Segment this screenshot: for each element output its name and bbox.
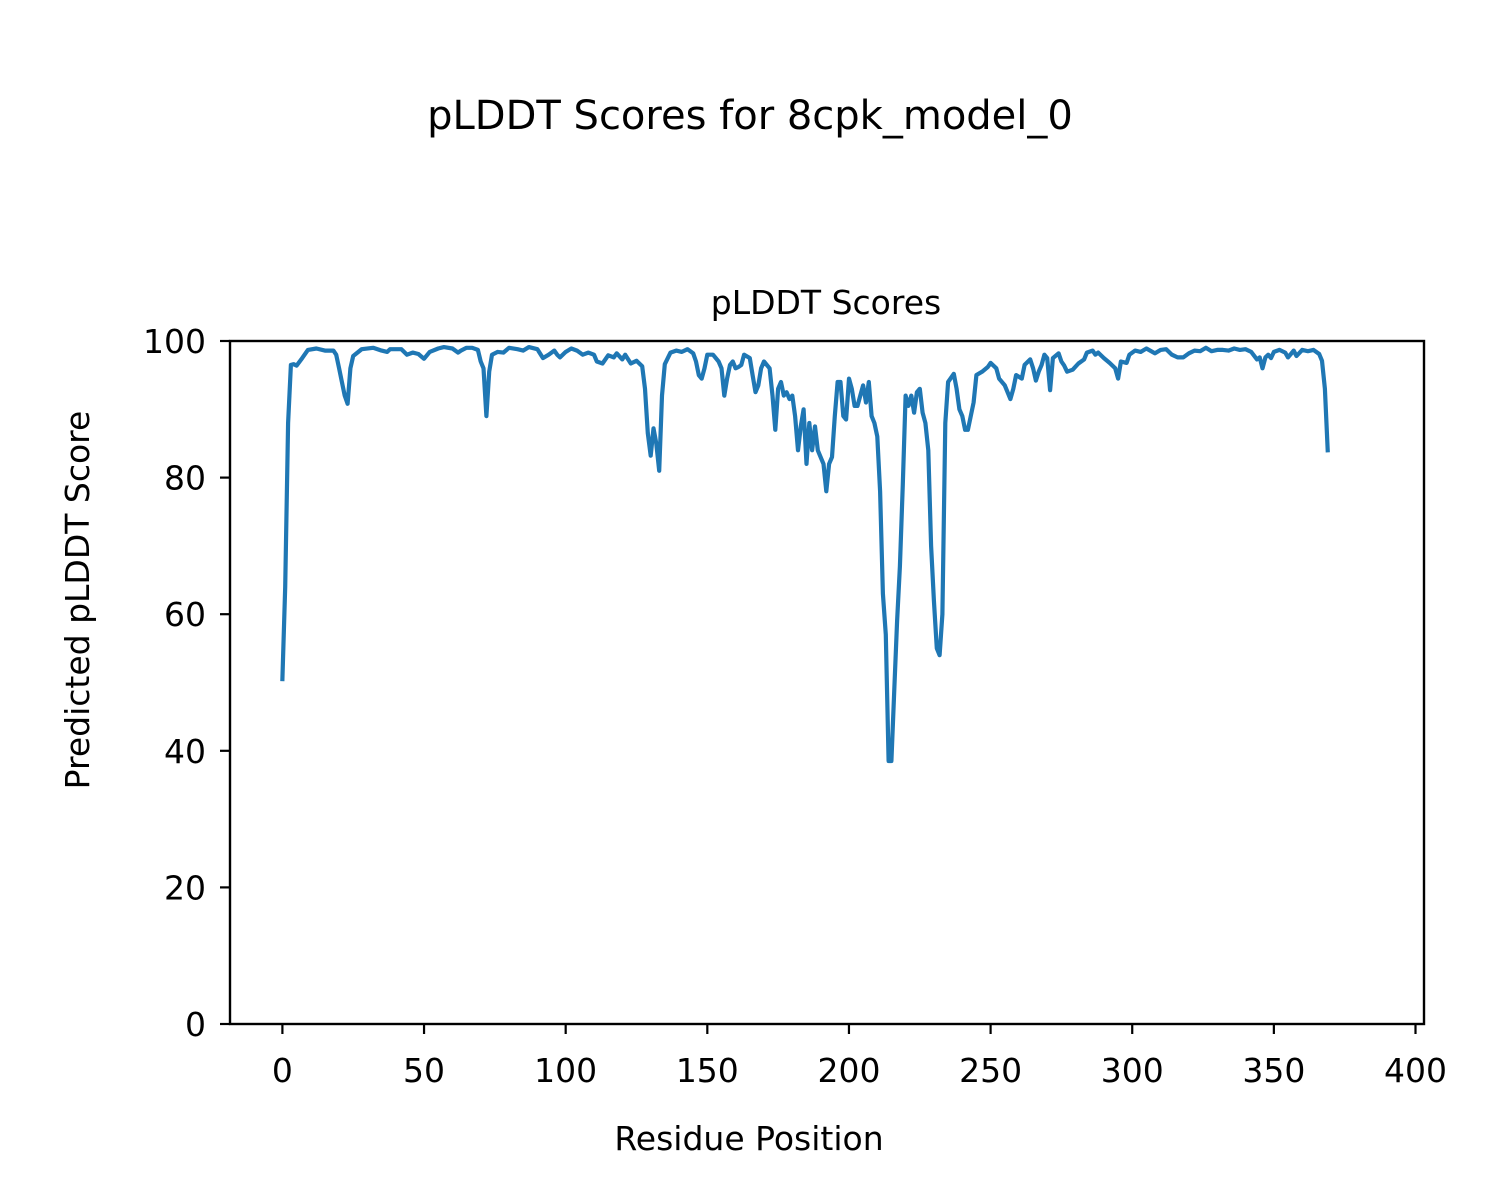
- y-axis: 0 20 40 60 80 100: [143, 322, 230, 1044]
- x-tick-label: 250: [959, 1051, 1022, 1090]
- x-tick-label: 0: [272, 1051, 293, 1090]
- y-tick-label: 80: [164, 459, 206, 498]
- y-tick-label: 40: [164, 732, 206, 771]
- x-tick-label: 400: [1384, 1051, 1447, 1090]
- x-tick-label: 200: [817, 1051, 880, 1090]
- y-tick-label: 100: [143, 322, 206, 361]
- chart-title: pLDDT Scores: [711, 283, 941, 322]
- series-line-plddt: [280, 345, 1330, 764]
- x-tick-label: 150: [676, 1051, 739, 1090]
- y-axis-label: Predicted pLDDT Score: [58, 411, 97, 790]
- x-tick-label: 50: [403, 1051, 445, 1090]
- plot-area: [228, 339, 1426, 1026]
- x-tick-label: 300: [1101, 1051, 1164, 1090]
- y-tick-label: 20: [164, 868, 206, 907]
- x-axis-label: Residue Position: [614, 1119, 883, 1158]
- y-tick-label: 0: [185, 1005, 206, 1044]
- x-tick-label: 350: [1242, 1051, 1305, 1090]
- y-tick-label: 60: [164, 595, 206, 634]
- plot-frame: [228, 339, 1426, 1026]
- x-tick-label: 100: [534, 1051, 597, 1090]
- figure-suptitle: pLDDT Scores for 8cpk_model_0: [427, 93, 1073, 139]
- x-axis: 0 50 100 150 200 250 300 350 400: [272, 1024, 1447, 1090]
